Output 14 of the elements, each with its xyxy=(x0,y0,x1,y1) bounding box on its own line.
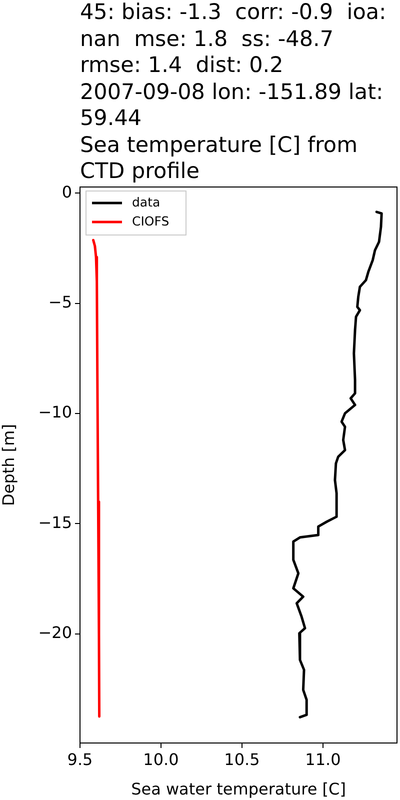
chart-title: 45: bias: -1.3 corr: -0.9 ioa: nan mse: 1.8 ss: -48.7 rmse: 1.4 dist: 0.2 2007-09-08 lon: -151.89 lat: 59.44 Sea temperature [C] from CTD profile xyxy=(80,0,388,186)
x-tick-label: 10.0 xyxy=(143,750,179,769)
y-tick-label: −10 xyxy=(38,402,72,422)
x-tick-label: 11.0 xyxy=(305,750,341,769)
y-tick-label: 0 xyxy=(62,182,72,202)
y-tick-label: −20 xyxy=(38,623,72,642)
x-axis-title: Sea water temperature [C] xyxy=(131,780,346,799)
y-tick-label: −15 xyxy=(38,512,72,532)
x-tick-label: 10.5 xyxy=(224,750,260,769)
y-axis-title: Depth [m] xyxy=(0,424,18,506)
y-tick-label: −5 xyxy=(48,292,72,312)
legend-label: data xyxy=(132,194,160,210)
legend-label: CIOFS xyxy=(132,213,170,228)
x-tick-label: 9.5 xyxy=(67,750,93,769)
